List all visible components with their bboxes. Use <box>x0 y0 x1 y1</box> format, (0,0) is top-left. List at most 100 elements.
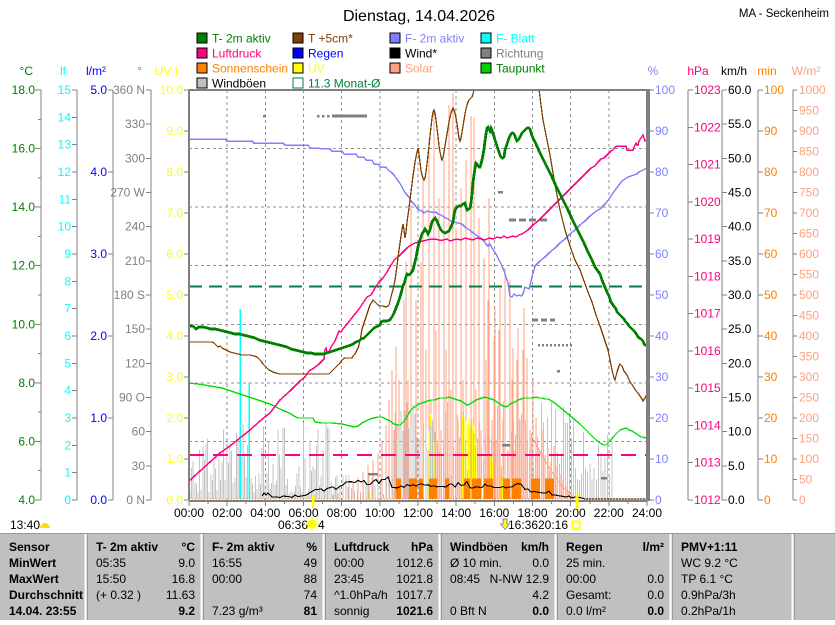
svg-text:Regen: Regen <box>566 540 603 554</box>
svg-text:150: 150 <box>125 322 145 336</box>
svg-text:Dienstag, 14.04.2026: Dienstag, 14.04.2026 <box>343 8 495 25</box>
svg-text:0.0: 0.0 <box>728 493 745 507</box>
svg-text:500: 500 <box>799 288 819 302</box>
svg-text:35.0: 35.0 <box>728 254 752 268</box>
svg-text:1016: 1016 <box>694 344 721 358</box>
svg-text:1021.6: 1021.6 <box>396 604 433 618</box>
svg-text:250: 250 <box>799 391 819 405</box>
svg-text:9.2: 9.2 <box>178 604 195 618</box>
svg-text:hPa: hPa <box>687 64 709 78</box>
svg-text:15:50: 15:50 <box>96 572 126 586</box>
svg-text:20: 20 <box>655 411 669 425</box>
svg-text:^1.0hPa/h: ^1.0hPa/h <box>334 588 388 602</box>
svg-text:80: 80 <box>764 165 778 179</box>
svg-text:550: 550 <box>799 268 819 282</box>
svg-text:60: 60 <box>764 247 778 261</box>
svg-text:800: 800 <box>799 165 819 179</box>
svg-text:850: 850 <box>799 145 819 159</box>
svg-text:12:00: 12:00 <box>403 506 433 520</box>
svg-text:16:36: 16:36 <box>508 518 538 532</box>
svg-text:00:00: 00:00 <box>566 572 596 586</box>
svg-text:08:00: 08:00 <box>327 506 357 520</box>
svg-text:60: 60 <box>655 247 669 261</box>
svg-text:00:00: 00:00 <box>174 506 204 520</box>
svg-text:100: 100 <box>799 452 819 466</box>
svg-text:16:00: 16:00 <box>479 506 509 520</box>
svg-text:210: 210 <box>125 254 145 268</box>
svg-text:600: 600 <box>799 247 819 261</box>
svg-text:WC 9.2 °C: WC 9.2 °C <box>681 556 738 570</box>
svg-text:F- Blatt: F- Blatt <box>496 32 535 46</box>
svg-text:0.2hPa/1h: 0.2hPa/1h <box>681 604 736 618</box>
svg-text:45.0: 45.0 <box>728 186 752 200</box>
svg-text:20: 20 <box>764 411 778 425</box>
svg-text:T- 2m aktiv: T- 2m aktiv <box>96 540 158 554</box>
svg-text:900: 900 <box>799 124 819 138</box>
svg-text:40: 40 <box>655 329 669 343</box>
svg-text:14: 14 <box>58 110 72 124</box>
svg-text:60: 60 <box>132 425 146 439</box>
svg-text:Luftdruck: Luftdruck <box>334 540 390 554</box>
svg-text:360 N: 360 N <box>113 83 145 97</box>
svg-text:1017: 1017 <box>694 307 721 321</box>
svg-text:0.0: 0.0 <box>90 493 107 507</box>
svg-text:0.0: 0.0 <box>647 572 664 586</box>
svg-text:2.0: 2.0 <box>90 329 107 343</box>
svg-text:2: 2 <box>64 438 71 452</box>
svg-text:30.0: 30.0 <box>728 288 752 302</box>
svg-text:12.0: 12.0 <box>12 259 36 273</box>
svg-text:16:55: 16:55 <box>212 556 242 570</box>
svg-text:°C: °C <box>182 540 196 554</box>
svg-text:81: 81 <box>304 604 318 618</box>
svg-text:1.0: 1.0 <box>90 411 107 425</box>
svg-text:5.0: 5.0 <box>166 288 183 302</box>
svg-text:1021: 1021 <box>694 158 721 172</box>
svg-text:Ø 10 min.: Ø 10 min. <box>450 556 502 570</box>
svg-text:1000: 1000 <box>799 83 826 97</box>
svg-text:8.0: 8.0 <box>18 376 35 390</box>
svg-text:270 W: 270 W <box>110 186 145 200</box>
svg-text:Gesamt:: Gesamt: <box>566 588 611 602</box>
svg-text:%: % <box>306 540 317 554</box>
svg-text:0 Bft N: 0 Bft N <box>450 604 487 618</box>
svg-text:8.0: 8.0 <box>166 165 183 179</box>
svg-text:16.8: 16.8 <box>172 572 196 586</box>
svg-text:4.2: 4.2 <box>532 588 549 602</box>
svg-text:l/m²: l/m² <box>643 540 664 554</box>
svg-text:Sonnenschein: Sonnenschein <box>212 62 288 76</box>
svg-text:180 S: 180 S <box>114 288 145 302</box>
svg-text:W/m²: W/m² <box>792 64 821 78</box>
svg-text:1022: 1022 <box>694 120 721 134</box>
svg-text:km/h: km/h <box>521 540 549 554</box>
svg-text:22:00: 22:00 <box>594 506 624 520</box>
svg-text:MA - Seckenheim: MA - Seckenheim <box>739 8 829 20</box>
svg-text:l/m²: l/m² <box>86 64 106 78</box>
svg-text:Durchschnitt: Durchschnitt <box>9 588 83 602</box>
svg-text:30: 30 <box>655 370 669 384</box>
svg-text:300: 300 <box>799 370 819 384</box>
svg-text:100: 100 <box>655 83 675 97</box>
svg-text:25.0: 25.0 <box>728 322 752 336</box>
svg-text:0.0 l/m²: 0.0 l/m² <box>566 604 606 618</box>
svg-text:1012.6: 1012.6 <box>396 556 433 570</box>
svg-text:06:36: 06:36 <box>278 518 308 532</box>
svg-text:2.0: 2.0 <box>166 411 183 425</box>
svg-text:90: 90 <box>764 124 778 138</box>
svg-text:4.0: 4.0 <box>166 329 183 343</box>
svg-text:50: 50 <box>764 288 778 302</box>
svg-text:UV: UV <box>308 62 325 76</box>
svg-text:10: 10 <box>764 452 778 466</box>
svg-text:5.0: 5.0 <box>90 83 107 97</box>
svg-text:25 min.: 25 min. <box>566 556 605 570</box>
svg-text:350: 350 <box>799 350 819 364</box>
svg-text:18:00: 18:00 <box>517 506 547 520</box>
svg-text:120: 120 <box>125 356 145 370</box>
svg-text:10: 10 <box>58 220 72 234</box>
svg-text:70: 70 <box>655 206 669 220</box>
svg-text:10: 10 <box>655 452 669 466</box>
svg-text:0: 0 <box>799 493 806 507</box>
svg-text:14.04. 23:55: 14.04. 23:55 <box>9 604 77 618</box>
svg-text:20.0: 20.0 <box>728 356 752 370</box>
svg-text:4: 4 <box>318 518 325 532</box>
svg-text:MaxWert: MaxWert <box>9 572 59 586</box>
